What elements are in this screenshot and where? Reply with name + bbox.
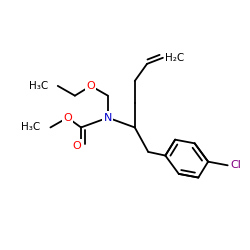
Text: H₃C: H₃C — [22, 122, 41, 132]
Text: Cl: Cl — [230, 160, 241, 170]
Text: N: N — [104, 113, 112, 123]
Text: O: O — [86, 81, 95, 91]
Text: O: O — [63, 113, 72, 123]
Text: H₂C: H₂C — [165, 53, 184, 63]
Text: H₃C: H₃C — [29, 81, 48, 91]
Text: O: O — [72, 141, 81, 151]
